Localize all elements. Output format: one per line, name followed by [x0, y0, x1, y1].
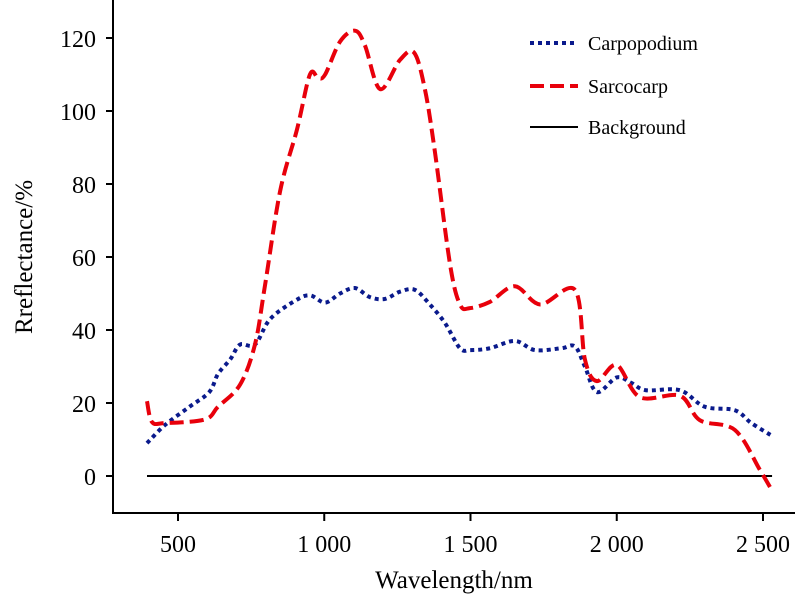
y-axis-title: Rreflectance/% — [11, 180, 38, 334]
y-tick-label: 100 — [60, 100, 96, 126]
plot-lines — [145, 28, 774, 492]
legend-label-sarcocarp: Sarcocarp — [588, 76, 668, 98]
series-line-sarcocarp — [145, 28, 774, 492]
series-line-carpopodium — [145, 285, 774, 445]
axes — [112, 0, 795, 514]
x-ticks: 500 1 000 1 500 2 000 2 500 — [160, 513, 790, 558]
x-tick-label: 2 500 — [736, 532, 790, 558]
legend-label-background: Background — [588, 117, 686, 139]
y-tick-label: 20 — [72, 392, 96, 418]
y-tick-label: 0 — [84, 465, 96, 491]
y-tick-label: 60 — [72, 246, 96, 272]
x-axis-title: Wavelength/nm — [375, 567, 533, 594]
x-tick-label: 1 000 — [297, 532, 351, 558]
y-ticks: 0 20 40 60 80 100 120 — [60, 27, 113, 491]
x-tick-label: 1 500 — [444, 532, 498, 558]
x-tick-label: 500 — [160, 532, 196, 558]
y-tick-label: 40 — [72, 319, 96, 345]
x-tick-label: 2 000 — [590, 532, 644, 558]
legend: Carpopodium Sarcocarp Background — [530, 33, 698, 139]
y-tick-label: 120 — [60, 27, 96, 53]
y-tick-label: 80 — [72, 173, 96, 199]
legend-label-carpopodium: Carpopodium — [588, 33, 698, 55]
